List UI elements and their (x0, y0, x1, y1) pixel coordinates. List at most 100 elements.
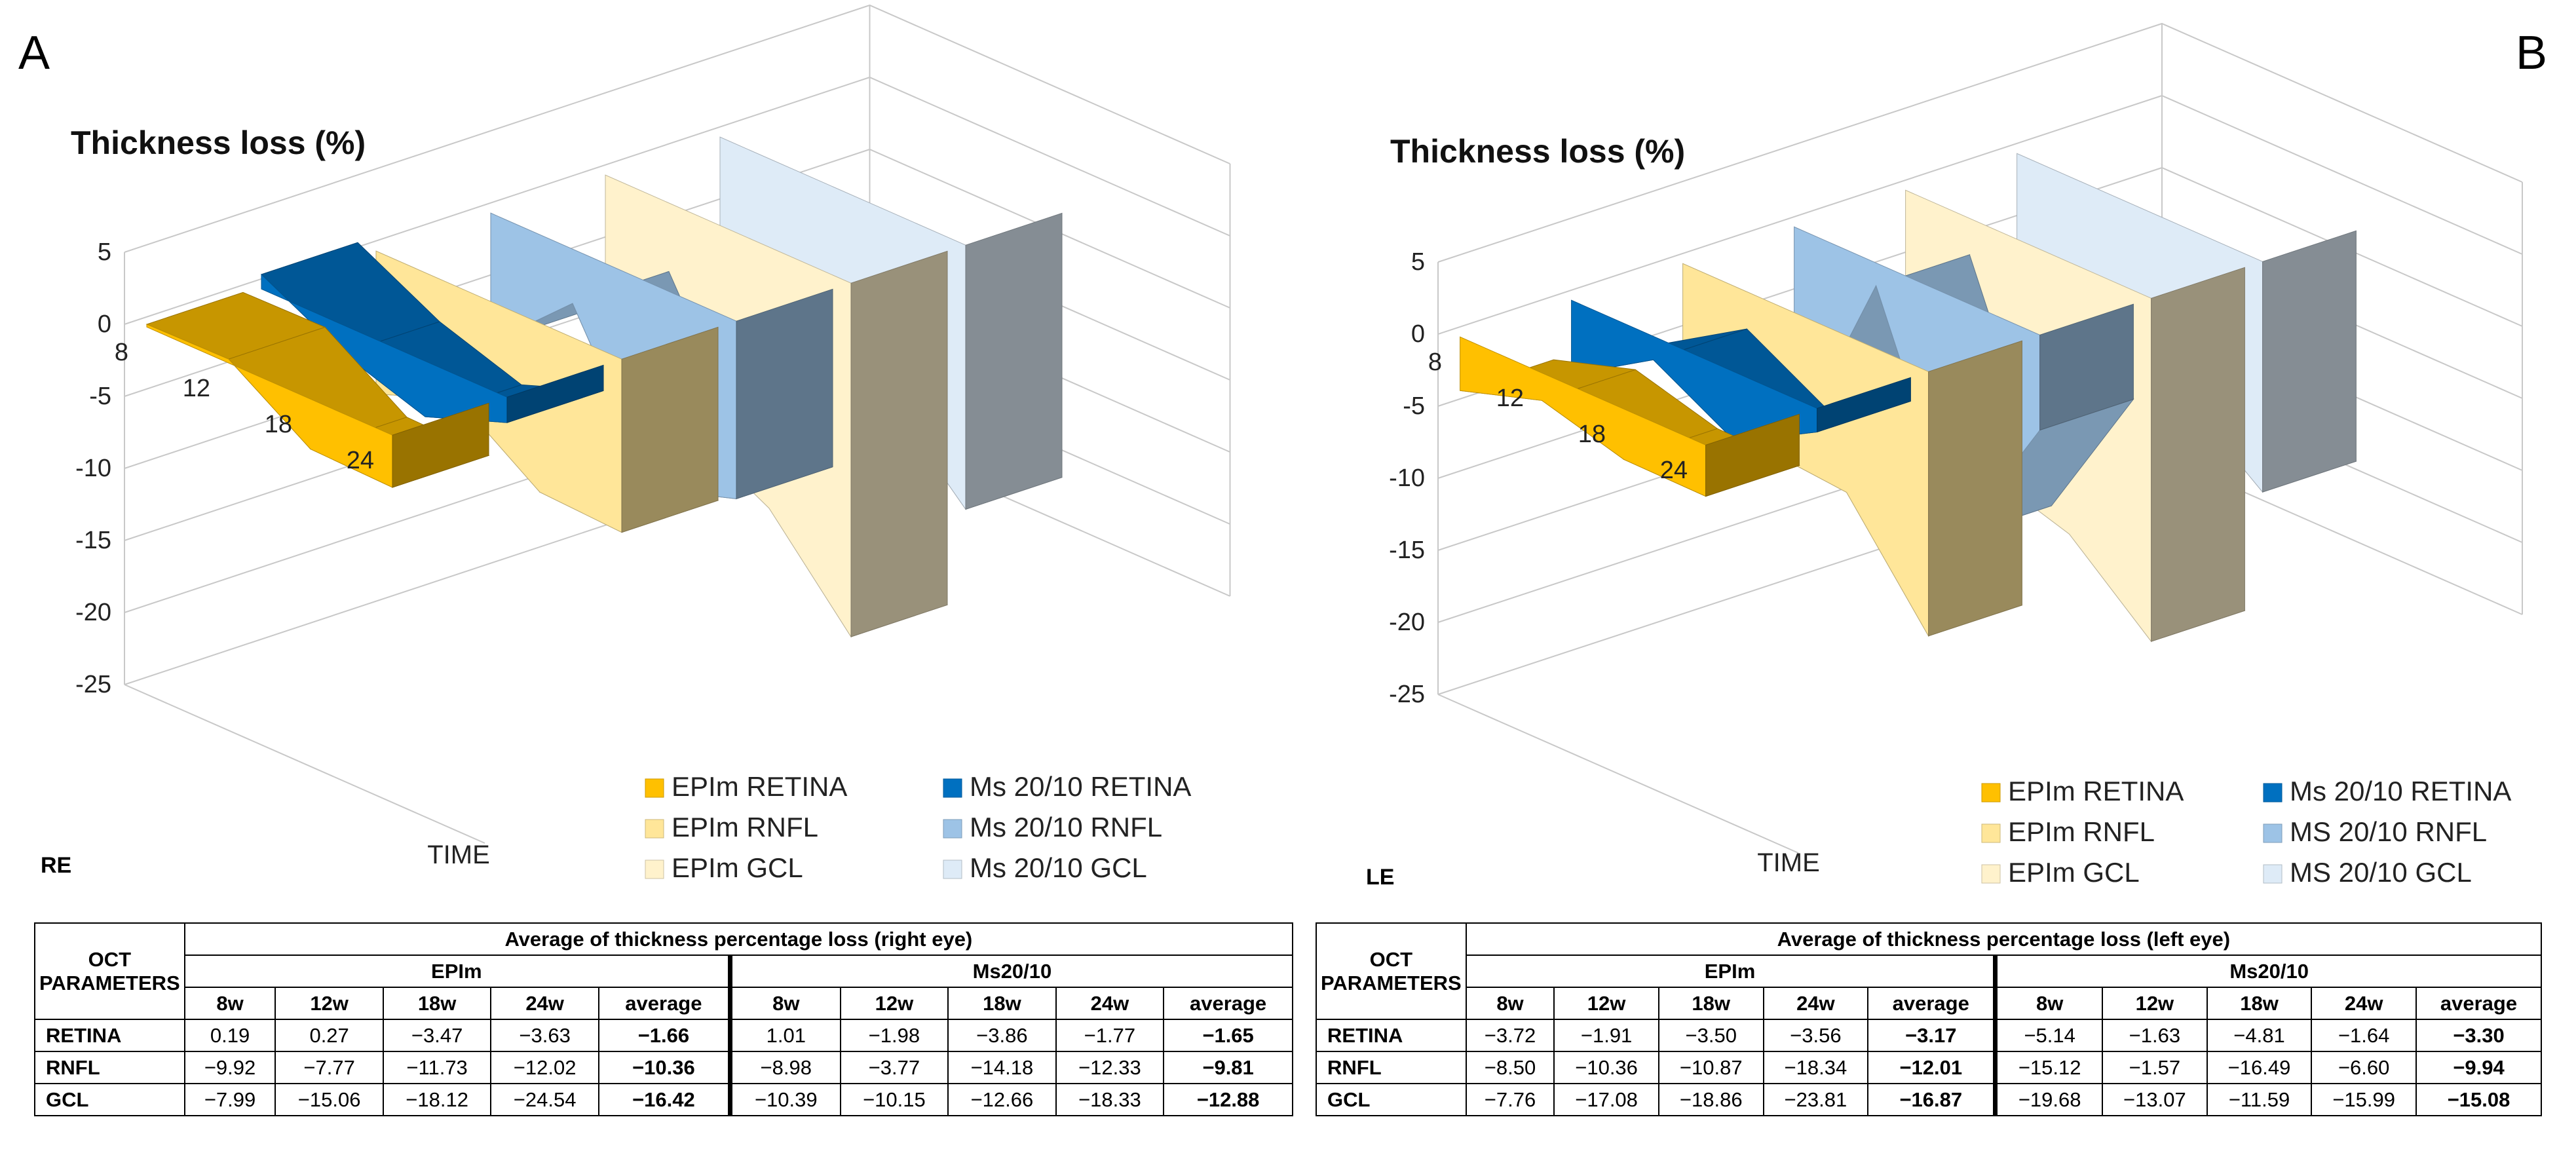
table-column-header: 8w (1465, 987, 1555, 1020)
table-average-cell: −15.08 (2415, 1083, 2543, 1116)
table-cell: −12.02 (490, 1051, 599, 1084)
table-average-cell: −12.01 (1867, 1051, 1998, 1084)
table-row-label: RETINA (1316, 1019, 1467, 1052)
table-average-cell: −9.81 (1163, 1051, 1293, 1084)
ribbon-end (736, 288, 833, 500)
table-cell: −13.07 (2102, 1083, 2208, 1116)
table-column-header: 8w (1994, 987, 2104, 1020)
table-cell: 0.19 (183, 1019, 276, 1052)
corner-line-1: OCT (88, 947, 132, 971)
legend-label: MS 20/10 GCL (2290, 857, 2472, 888)
corner-line-2: PARAMETERS (39, 971, 180, 994)
table-title: Average of thickness percentage loss (le… (1465, 922, 2543, 956)
legend-label: EPIm RNFL (2008, 816, 2155, 847)
chart-title: Thickness loss (%) (1390, 133, 1685, 170)
table-cell: −3.86 (947, 1019, 1057, 1052)
y-tick-label: -5 (1403, 392, 1425, 420)
table-cell: 0.27 (275, 1019, 384, 1052)
table-cell: −7.76 (1465, 1083, 1555, 1116)
table-average-cell: −1.65 (1163, 1019, 1293, 1052)
panel-letter-a: A (18, 27, 50, 79)
chart-right-eye: 5 0 -5 -10 -15 -20 -25 8 12 18 24 TIME Thickness los… (71, 4, 1231, 883)
table-average-cell: −3.30 (2415, 1019, 2543, 1052)
ribbon-end (1928, 340, 2022, 637)
table-average-cell: −12.88 (1163, 1083, 1293, 1116)
table-cell: −1.77 (1055, 1019, 1165, 1052)
table-cell: −15.99 (2311, 1083, 2417, 1116)
table-cell: −3.63 (490, 1019, 599, 1052)
ribbon-end (2262, 230, 2357, 493)
table-average-cell: −16.87 (1867, 1083, 1998, 1116)
table-column-header: 12w (1553, 987, 1659, 1020)
table-cell: −9.92 (183, 1051, 276, 1084)
y-tick-label: -20 (1389, 609, 1425, 636)
table-cell: −10.87 (1657, 1051, 1764, 1084)
legend-swatch (1981, 864, 2001, 884)
ribbon-end (965, 212, 1063, 510)
table-cell: −7.99 (183, 1083, 276, 1116)
table-row-label: RNFL (1316, 1051, 1467, 1084)
table-cell: −24.54 (490, 1083, 599, 1116)
table-column-header: 18w (947, 987, 1057, 1020)
legend-swatch (943, 860, 962, 879)
y-tick-label: -10 (75, 455, 111, 482)
table-cell: −10.36 (1553, 1051, 1659, 1084)
legend-swatch (645, 778, 664, 798)
table-cell: −8.98 (729, 1051, 841, 1084)
table-column-header: average (597, 987, 732, 1020)
table-column-header: 12w (2102, 987, 2208, 1020)
legend-swatch (2263, 823, 2282, 843)
table-cell: −3.47 (382, 1019, 492, 1052)
table-average-cell: −3.17 (1867, 1019, 1998, 1052)
legend-swatch (943, 778, 962, 798)
table-cell: −12.33 (1055, 1051, 1165, 1084)
table-cell: −17.08 (1553, 1083, 1659, 1116)
x-tick-label: 8 (1428, 349, 1442, 376)
y-tick-label: 5 (98, 238, 111, 266)
chart-left-eye: 5 0 -5 -10 -15 -20 -25 8 12 18 24 TIME Thickness los… (1389, 22, 2523, 888)
series-epim-retina (145, 292, 490, 488)
table-average-cell: −9.94 (2415, 1051, 2543, 1084)
table-cell: −10.15 (839, 1083, 949, 1116)
x-tick-label: 12 (183, 375, 210, 402)
legend-label: EPIm RETINA (2008, 776, 2184, 806)
ribbon-end (850, 250, 948, 637)
table-column-header: 18w (2206, 987, 2313, 1020)
table-cell: −15.12 (1994, 1051, 2104, 1084)
table-row-label: RNFL (34, 1051, 185, 1084)
chart-title: Thickness loss (%) (71, 124, 366, 161)
legend-label: EPIm GCL (2008, 857, 2140, 888)
y-tick-label: -10 (1389, 464, 1425, 492)
table-cell: −1.63 (2102, 1019, 2208, 1052)
corner-line-1: OCT (1369, 947, 1413, 971)
legend-label: Ms 20/10 GCL (970, 852, 1147, 883)
x-axis-title: TIME (1757, 848, 1820, 877)
table-cell: −10.39 (729, 1083, 841, 1116)
legend-label: Ms 20/10 RETINA (970, 771, 1191, 802)
table-column-header: 12w (275, 987, 384, 1020)
y-tick-label: -5 (89, 383, 111, 410)
x-tick-label: 24 (347, 447, 374, 474)
table-row: RETINA 0.19 0.27 −3.47 −3.63 −1.66 1.01 −1.98 −3… (34, 1019, 1293, 1052)
table-column-header: average (1163, 987, 1293, 1020)
legend-label: Ms 20/10 RETINA (2290, 776, 2511, 806)
x-axis-title: TIME (427, 841, 490, 869)
table-row: RETINA −3.72 −1.91 −3.50 −3.56 −3.17 −5.14 −1.6… (1316, 1019, 2543, 1052)
table-cell: −11.73 (382, 1051, 492, 1084)
table-right-eye: OCT PARAMETERS Average of thickness percen… (34, 922, 1294, 1116)
table-cell: −5.14 (1994, 1019, 2104, 1052)
table-title: Average of thickness percentage loss (ri… (183, 922, 1294, 956)
table-group-header: EPIm (1465, 955, 1998, 988)
table-corner: OCT PARAMETERS (34, 922, 185, 1020)
table-row: GCL −7.76 −17.08 −18.86 −23.81 −16.87 −19.68 −1… (1316, 1083, 2543, 1116)
ribbon-end (1705, 413, 1800, 497)
table-column-header: 24w (490, 987, 599, 1020)
y-tick-label: 0 (98, 311, 111, 338)
table-row: RNFL −9.92 −7.77 −11.73 −12.02 −10.36 −8.98 −3.… (34, 1051, 1293, 1084)
y-tick-label: -20 (75, 599, 111, 626)
legend: EPIm RETINA Ms 20/10 RETINA EPIm RNFL Ms 20… (645, 771, 1191, 883)
x-tick-label: 8 (115, 339, 128, 366)
table-group-header: Ms20/10 (729, 955, 1293, 988)
table-cell: −7.77 (275, 1051, 384, 1084)
table-cell: −3.72 (1465, 1019, 1555, 1052)
